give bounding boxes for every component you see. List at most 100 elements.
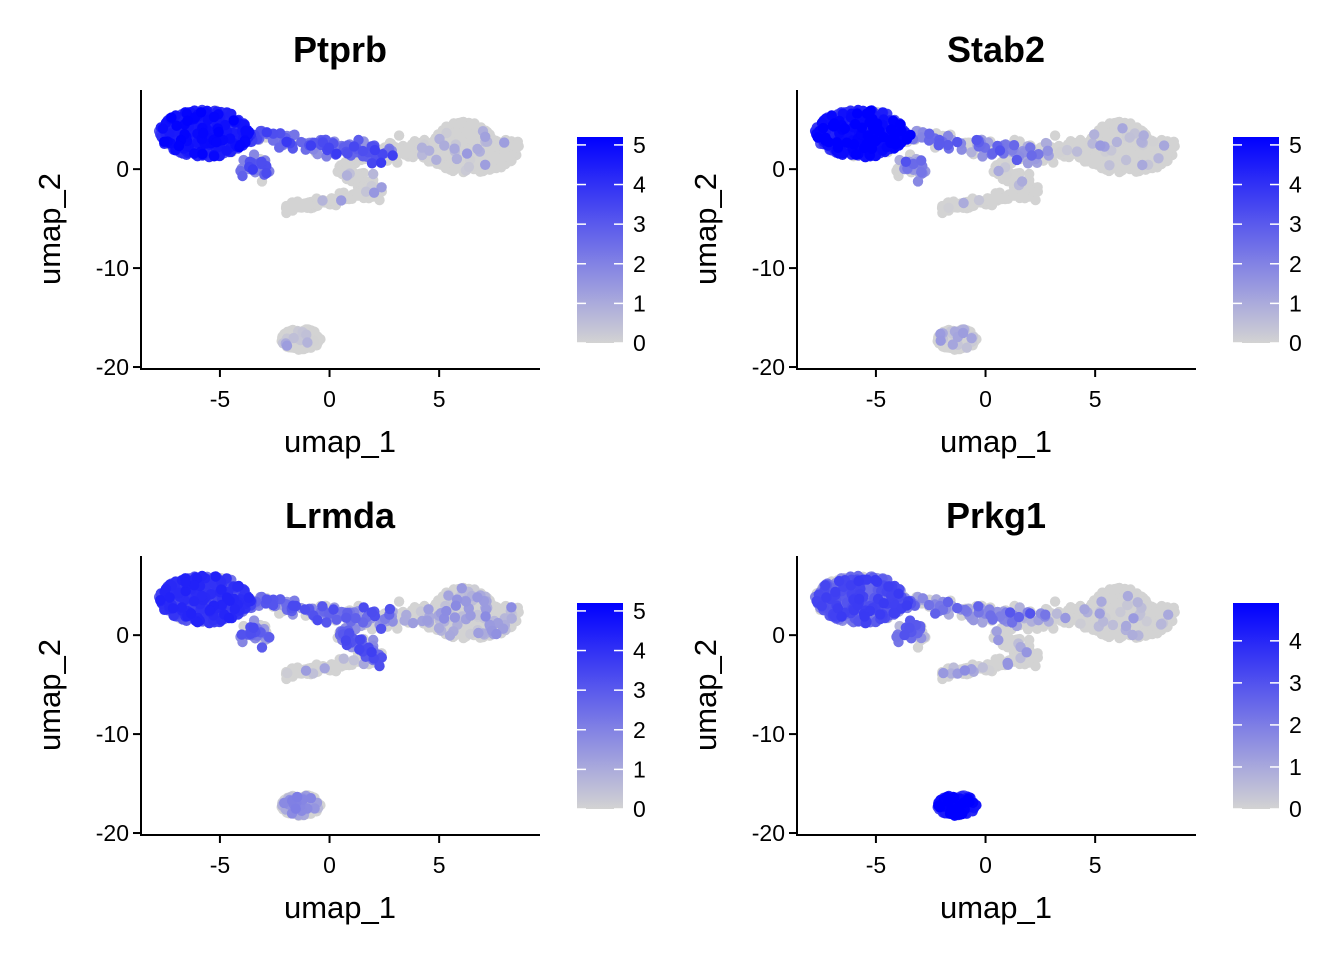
x-axis-title: umap_1 [284,890,396,925]
cell-point [157,123,168,134]
cell-point [366,646,377,658]
cell-point [465,610,476,621]
panel-title: Ptprb [293,29,387,70]
scatter-points [153,104,524,355]
cell-point [916,166,927,178]
cell-point [261,594,272,605]
cell-point [213,126,224,138]
y-axis-title: umap_2 [688,173,723,285]
cell-point [186,608,197,619]
cell-point [850,149,861,160]
cell-point [1124,132,1135,143]
cell-point [348,141,360,152]
cell-point [472,143,483,155]
cell-point [441,127,452,139]
cell-point [482,151,494,162]
legend-tick-label: 4 [633,638,646,664]
cell-point [299,604,311,615]
cell-point [958,197,969,209]
cell-point [182,115,193,127]
cell-point [317,601,328,612]
cell-point [377,149,388,160]
cell-point [261,168,272,179]
cell-point [456,117,467,128]
legend-tick-label: 1 [1289,290,1302,316]
cell-point [866,143,878,154]
legend-tick-label: 1 [633,756,646,782]
cell-point [934,138,945,149]
cell-point [384,603,396,615]
cell-point [290,803,301,814]
cell-point [867,122,879,134]
cell-point [166,112,177,123]
cell-point [375,623,387,634]
cell-point [462,128,474,139]
cell-point [449,143,460,154]
cell-point [818,122,829,134]
legend-tick-label: 3 [633,677,646,703]
cell-point [828,121,840,132]
cell-point [473,627,484,639]
cell-point [900,156,912,167]
cell-point [422,615,433,626]
cell-point [228,115,239,126]
cell-point [336,195,347,206]
cell-point [848,139,860,150]
cell-point [374,194,385,206]
cell-point [332,166,343,177]
cell-point [506,155,517,166]
cell-point [472,592,483,603]
cell-point [302,337,313,348]
cell-point [264,632,275,643]
cell-point [197,148,208,160]
cell-point [341,170,353,181]
cell-point [352,169,363,180]
cell-point [885,124,897,135]
cell-point [1026,150,1037,161]
cell-point [506,613,517,624]
cell-point [296,136,307,148]
cell-point [354,634,366,645]
cell-point [1158,140,1170,151]
cell-point [441,605,452,617]
cell-point [302,197,313,209]
cell-point [209,151,220,162]
cell-point [293,344,304,355]
cell-point [450,600,462,611]
cell-point [407,617,419,629]
cell-point [331,148,342,159]
x-axis-title: umap_1 [940,424,1052,459]
x-tick-label: 5 [1089,386,1102,412]
cell-point [292,791,303,803]
cell-point [171,120,182,131]
cell-point [221,145,232,156]
cell-point [305,793,317,804]
cell-point [1089,129,1100,140]
cell-point [511,142,522,153]
legend-tick-label: 2 [633,251,646,277]
y-tick-label: 0 [116,622,129,648]
cell-point [287,600,299,611]
cell-point [480,159,491,170]
legend-tick-label: 3 [633,211,646,237]
cell-point [424,145,435,156]
x-tick-label: -5 [210,852,230,878]
cell-point [376,182,387,193]
cell-point [1111,136,1123,148]
cell-point [943,202,954,213]
legend-tick-label: 2 [1289,251,1302,277]
cell-point [167,603,179,614]
scatter-points [809,570,1180,821]
cell-point [935,335,946,346]
cell-point [173,140,185,152]
x-axis-title: umap_1 [284,424,396,459]
cell-point [237,170,248,182]
cell-point [281,136,292,147]
y-axis-title: umap_2 [32,639,67,751]
